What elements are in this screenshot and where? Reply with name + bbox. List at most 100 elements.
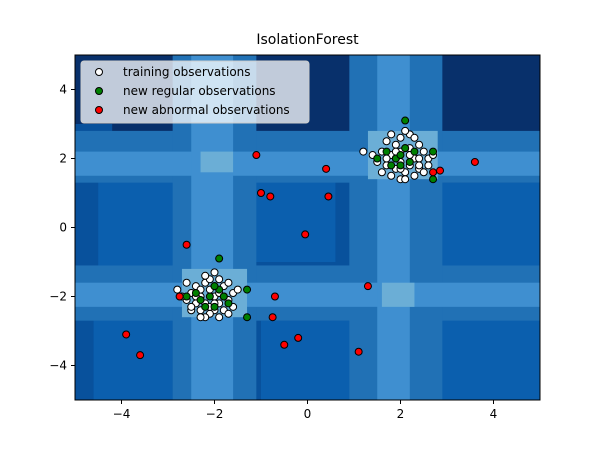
legend-marker-training [95, 68, 103, 76]
legend-label-training: training observations [123, 65, 251, 79]
training-observation-point [424, 161, 433, 170]
contour-region [428, 317, 540, 400]
training-observation-point [382, 137, 391, 146]
regular-observation-point [401, 144, 410, 153]
training-observation-point [187, 302, 196, 311]
training-observation-point [415, 161, 424, 170]
training-observation-point [201, 271, 210, 280]
contour-region [251, 172, 336, 262]
contour-region [75, 282, 540, 307]
x-tick-label: 0 [304, 407, 312, 421]
new-abnormal-observations-series [122, 151, 479, 360]
regular-observation-point [201, 302, 210, 311]
regular-observation-point [410, 147, 419, 156]
training-observation-point [410, 171, 419, 180]
y-tick-label: −4 [49, 359, 67, 373]
abnormal-observation-point [268, 313, 277, 322]
abnormal-observation-point [175, 292, 184, 301]
regular-observation-point [210, 302, 219, 311]
legend-box [80, 60, 310, 124]
abnormal-observation-point [182, 240, 191, 249]
abnormal-observation-point [266, 192, 275, 201]
abnormal-observation-point [252, 151, 261, 160]
training-observation-point [215, 313, 224, 322]
training-observation-point [224, 278, 233, 287]
x-tick-label: −4 [113, 407, 131, 421]
regular-observation-point [243, 285, 252, 294]
contour-region [377, 55, 410, 400]
regular-observation-point [382, 147, 391, 156]
contour-region [93, 317, 173, 400]
chart-title: IsolationForest [256, 32, 359, 48]
regular-observation-point [387, 161, 396, 170]
legend-label-abnormal: new abnormal observations [123, 103, 290, 117]
training-observation-point [382, 154, 391, 163]
training-observation-point [377, 168, 386, 177]
abnormal-observation-point [436, 166, 445, 175]
training-observation-point [401, 126, 410, 135]
training-observation-point [391, 140, 400, 149]
regular-observation-point [182, 292, 191, 301]
training-observation-point [173, 285, 182, 294]
contour-region [75, 151, 540, 176]
abnormal-observation-point [470, 157, 479, 166]
regular-observation-point [243, 313, 252, 322]
abnormal-observation-point [322, 164, 331, 173]
abnormal-observation-point [122, 330, 131, 339]
regular-observation-point [396, 161, 405, 170]
contour-region [381, 282, 415, 307]
legend-label-regular: new regular observations [123, 84, 276, 98]
abnormal-observation-point [363, 282, 372, 291]
legend: training observations new regular observ… [80, 60, 310, 124]
training-observation-point [396, 133, 405, 142]
x-tick-label: 4 [490, 407, 498, 421]
regular-observation-point [191, 289, 200, 298]
abnormal-observation-point [270, 292, 279, 301]
training-observation-point [224, 309, 233, 318]
abnormal-observation-point [324, 192, 333, 201]
abnormal-observation-point [429, 168, 438, 177]
training-observation-point [233, 285, 242, 294]
abnormal-observation-point [257, 189, 265, 197]
training-observation-point [215, 275, 224, 284]
abnormal-observation-point [280, 340, 289, 349]
abnormal-observation-point [354, 347, 363, 356]
y-tick-label: 0 [59, 221, 67, 235]
training-observation-point [387, 130, 396, 139]
legend-marker-regular [95, 87, 103, 95]
regular-observation-point [215, 254, 224, 263]
regular-observation-point [210, 282, 219, 291]
training-observation-point [359, 147, 368, 156]
y-tick-label: −2 [49, 290, 67, 304]
training-observation-point [401, 175, 410, 184]
training-observation-point [410, 133, 419, 142]
regular-observation-point [205, 292, 214, 301]
training-observation-point [210, 268, 219, 277]
x-tick-label: 2 [397, 407, 405, 421]
contour-region [200, 151, 234, 173]
contour-region [428, 182, 540, 269]
training-observation-point [415, 140, 424, 149]
y-tick-label: 4 [59, 83, 67, 97]
training-observation-point [419, 147, 428, 156]
training-observation-point [196, 313, 205, 322]
training-observation-point [387, 171, 396, 180]
abnormal-observation-point [294, 333, 303, 342]
abnormal-observation-point [301, 230, 310, 239]
regular-observation-point [396, 151, 405, 160]
regular-observation-point [401, 116, 410, 125]
regular-observation-point [429, 147, 438, 156]
x-axis: −4 −2 0 2 4 [113, 400, 498, 421]
regular-observation-point [219, 292, 228, 301]
y-axis: −4 −2 0 2 4 [49, 83, 75, 373]
regular-observation-point [405, 157, 414, 166]
training-observation-point [182, 278, 191, 287]
regular-observation-point [196, 295, 205, 304]
regular-observation-point [373, 154, 382, 163]
y-tick-label: 2 [59, 152, 67, 166]
contour-region [98, 172, 178, 269]
x-tick-label: −2 [206, 407, 224, 421]
new-regular-observations-series [182, 116, 438, 322]
abnormal-observation-point [136, 351, 145, 360]
